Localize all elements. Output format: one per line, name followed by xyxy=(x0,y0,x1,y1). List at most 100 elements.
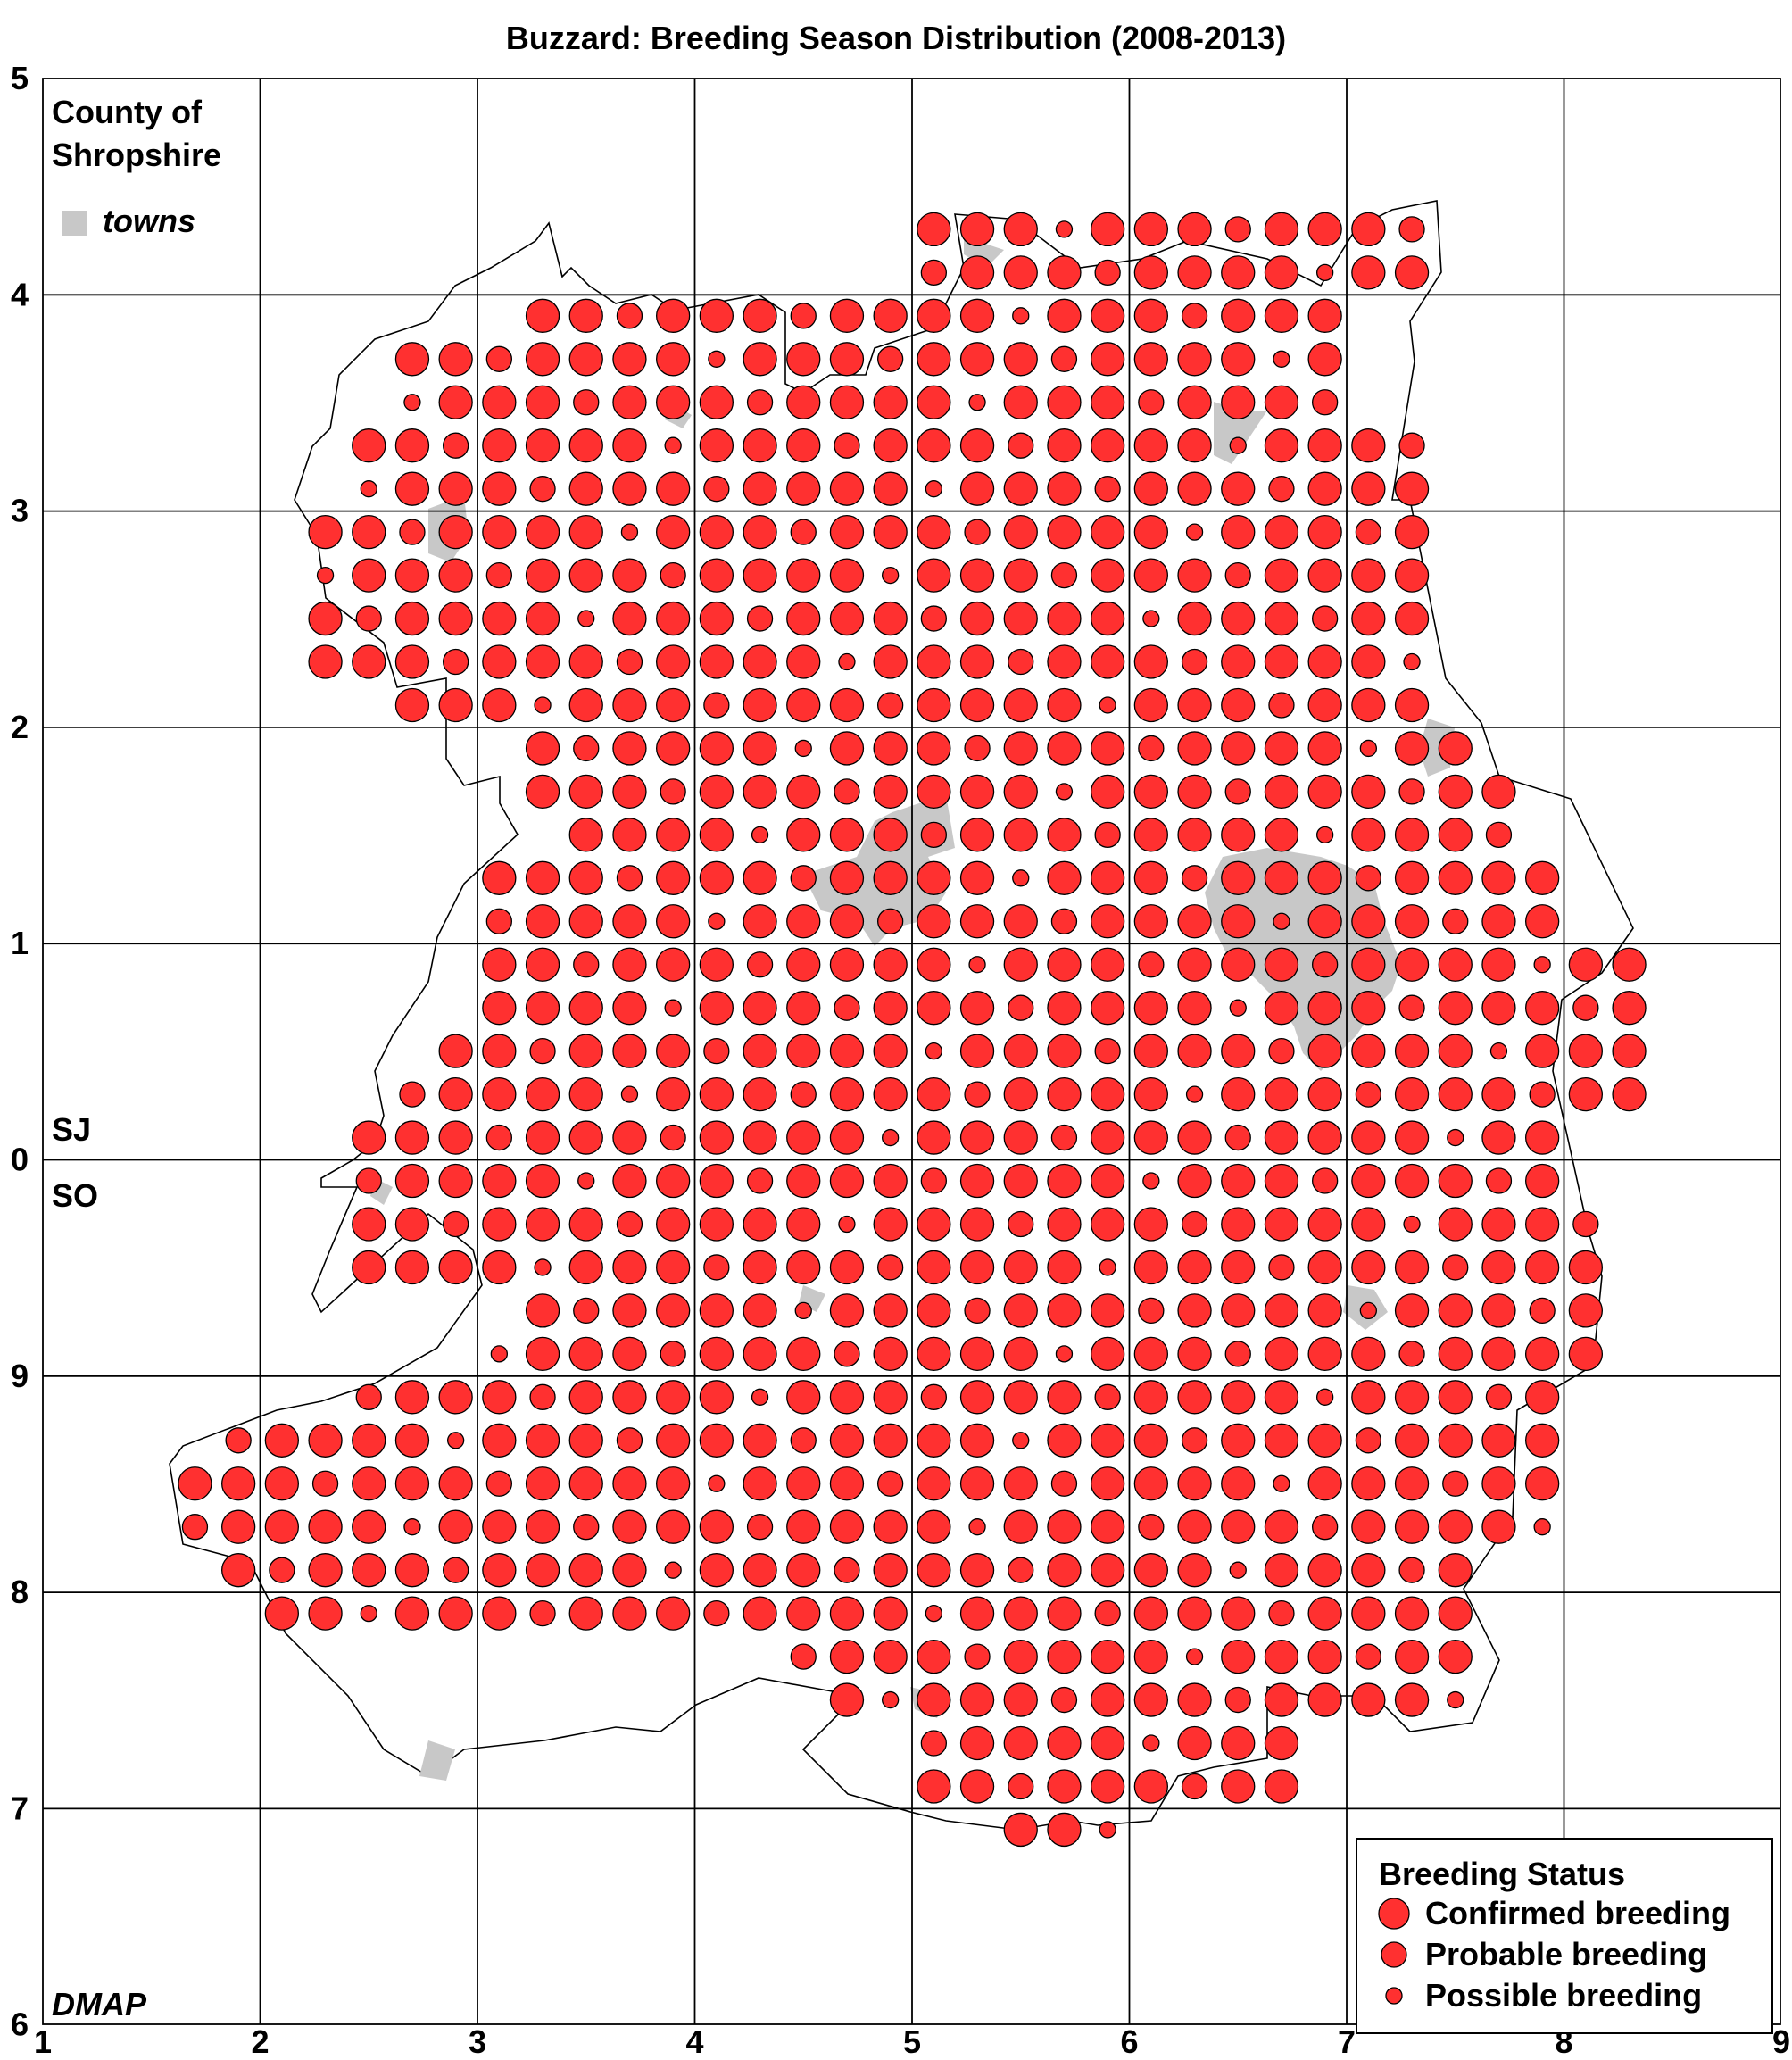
distribution-dot-confirmed xyxy=(1091,1163,1125,1199)
distribution-dot-possible xyxy=(1489,1042,1508,1060)
distribution-dot-probable xyxy=(1442,908,1469,934)
distribution-dot-confirmed xyxy=(1394,1596,1430,1631)
distribution-dot-confirmed xyxy=(1264,212,1299,247)
distribution-dot-confirmed xyxy=(568,818,603,852)
distribution-dot-probable xyxy=(311,1470,339,1497)
distribution-dot-confirmed xyxy=(959,342,995,377)
distribution-dot-confirmed xyxy=(1394,1293,1430,1328)
distribution-dot-confirmed xyxy=(1264,1336,1299,1372)
distribution-dot-confirmed xyxy=(612,385,647,419)
distribution-dot-confirmed xyxy=(394,1207,430,1242)
distribution-dot-probable xyxy=(1138,389,1165,416)
distribution-dot-confirmed xyxy=(568,991,603,1026)
distribution-dot-confirmed xyxy=(1481,991,1516,1026)
distribution-dot-possible xyxy=(1403,652,1421,671)
distribution-dot-probable xyxy=(1398,1557,1425,1583)
distribution-dot-confirmed xyxy=(699,1120,734,1155)
distribution-dot-probable xyxy=(485,1124,512,1151)
distribution-dot-confirmed xyxy=(1264,731,1299,766)
distribution-dot-confirmed xyxy=(394,342,430,377)
distribution-dot-probable xyxy=(1312,389,1339,416)
distribution-dot-confirmed xyxy=(394,1553,430,1588)
legend-item-confirmed: Confirmed breeding xyxy=(1425,1895,1730,1931)
distribution-dot-confirmed xyxy=(1307,860,1342,895)
distribution-dot-probable xyxy=(1268,1599,1295,1627)
distribution-dot-confirmed xyxy=(1438,1639,1473,1674)
distribution-dot-confirmed xyxy=(568,1553,603,1588)
legend-box xyxy=(1356,1838,1773,2034)
distribution-dot-probable xyxy=(877,692,904,719)
distribution-dot-possible xyxy=(1142,1734,1160,1752)
distribution-dot-confirmed xyxy=(917,1076,951,1112)
distribution-dot-confirmed xyxy=(1264,1553,1299,1588)
distribution-dot-confirmed xyxy=(959,1207,995,1242)
distribution-dot-confirmed xyxy=(1177,1553,1212,1588)
distribution-dot-confirmed xyxy=(959,298,995,333)
distribution-dot-confirmed xyxy=(1351,1380,1386,1415)
distribution-dot-confirmed xyxy=(959,1423,995,1458)
distribution-dot-probable xyxy=(703,1599,730,1627)
distribution-dot-confirmed xyxy=(568,514,603,550)
distribution-dot-confirmed xyxy=(1003,947,1038,982)
distribution-dot-confirmed xyxy=(482,860,517,895)
distribution-dot-confirmed xyxy=(1394,860,1430,895)
distribution-dot-confirmed xyxy=(1133,644,1168,679)
distribution-dot-confirmed xyxy=(1047,255,1082,290)
distribution-dot-probable xyxy=(920,1167,947,1194)
distribution-dot-confirmed xyxy=(1221,1380,1256,1415)
distribution-dot-possible xyxy=(1273,912,1290,930)
distribution-dot-confirmed xyxy=(873,818,908,852)
distribution-dot-probable xyxy=(573,389,600,416)
distribution-dot-confirmed xyxy=(786,385,821,419)
distribution-dot-confirmed xyxy=(959,1336,995,1372)
distribution-dot-confirmed xyxy=(1438,1380,1473,1415)
distribution-dot-probable xyxy=(442,1557,469,1583)
legend-item-probable: Probable breeding xyxy=(1425,1936,1707,1973)
distribution-dot-confirmed xyxy=(482,1509,517,1544)
legend-dot-confirmed xyxy=(1378,1898,1410,1930)
distribution-dot-confirmed xyxy=(656,1163,691,1199)
distribution-dot-confirmed xyxy=(482,428,517,463)
distribution-dot-confirmed xyxy=(656,385,691,419)
distribution-dot-probable xyxy=(964,519,991,545)
distribution-dot-probable xyxy=(1572,1210,1599,1238)
distribution-dot-possible xyxy=(1273,1474,1290,1492)
distribution-dot-confirmed xyxy=(959,212,995,247)
distribution-dot-probable xyxy=(1138,1297,1165,1325)
distribution-dot-probable xyxy=(1138,735,1165,762)
distribution-dot-confirmed xyxy=(1351,601,1386,636)
distribution-dot-confirmed xyxy=(699,1336,734,1372)
distribution-dot-confirmed xyxy=(1003,818,1038,852)
distribution-dot-confirmed xyxy=(829,731,865,766)
distribution-dot-confirmed xyxy=(699,428,734,463)
distribution-dot-confirmed xyxy=(873,1163,908,1199)
distribution-dot-confirmed xyxy=(1177,1596,1212,1631)
distribution-dot-probable xyxy=(703,1038,730,1065)
distribution-dot-confirmed xyxy=(612,1380,647,1415)
distribution-dot-confirmed xyxy=(1133,904,1168,939)
distribution-dot-confirmed xyxy=(1264,601,1299,636)
distribution-dot-confirmed xyxy=(1307,991,1342,1026)
distribution-dot-confirmed xyxy=(394,1596,430,1631)
distribution-dot-confirmed xyxy=(1568,1293,1603,1328)
distribution-dot-confirmed xyxy=(917,1769,951,1804)
distribution-dot-probable xyxy=(1008,1773,1034,1800)
distribution-dot-confirmed xyxy=(568,1596,603,1631)
distribution-dot-confirmed xyxy=(699,385,734,419)
distribution-dot-confirmed xyxy=(1307,687,1342,723)
distribution-dot-confirmed xyxy=(1351,212,1386,247)
distribution-dot-confirmed xyxy=(1481,904,1516,939)
distribution-dot-confirmed xyxy=(1394,904,1430,939)
distribution-dot-possible xyxy=(1359,739,1377,758)
distribution-dot-confirmed xyxy=(438,1509,473,1544)
distribution-dot-confirmed xyxy=(656,1466,691,1501)
distribution-dot-confirmed xyxy=(612,1250,647,1285)
distribution-dot-possible xyxy=(1012,869,1030,887)
distribution-dot-confirmed xyxy=(786,644,821,679)
distribution-dot-confirmed xyxy=(786,558,821,593)
distribution-dot-confirmed xyxy=(525,1466,560,1501)
distribution-dot-confirmed xyxy=(1133,1639,1168,1674)
distribution-dot-confirmed xyxy=(1003,1466,1038,1501)
distribution-dot-confirmed xyxy=(1177,1725,1212,1761)
distribution-dot-confirmed xyxy=(699,1293,734,1328)
